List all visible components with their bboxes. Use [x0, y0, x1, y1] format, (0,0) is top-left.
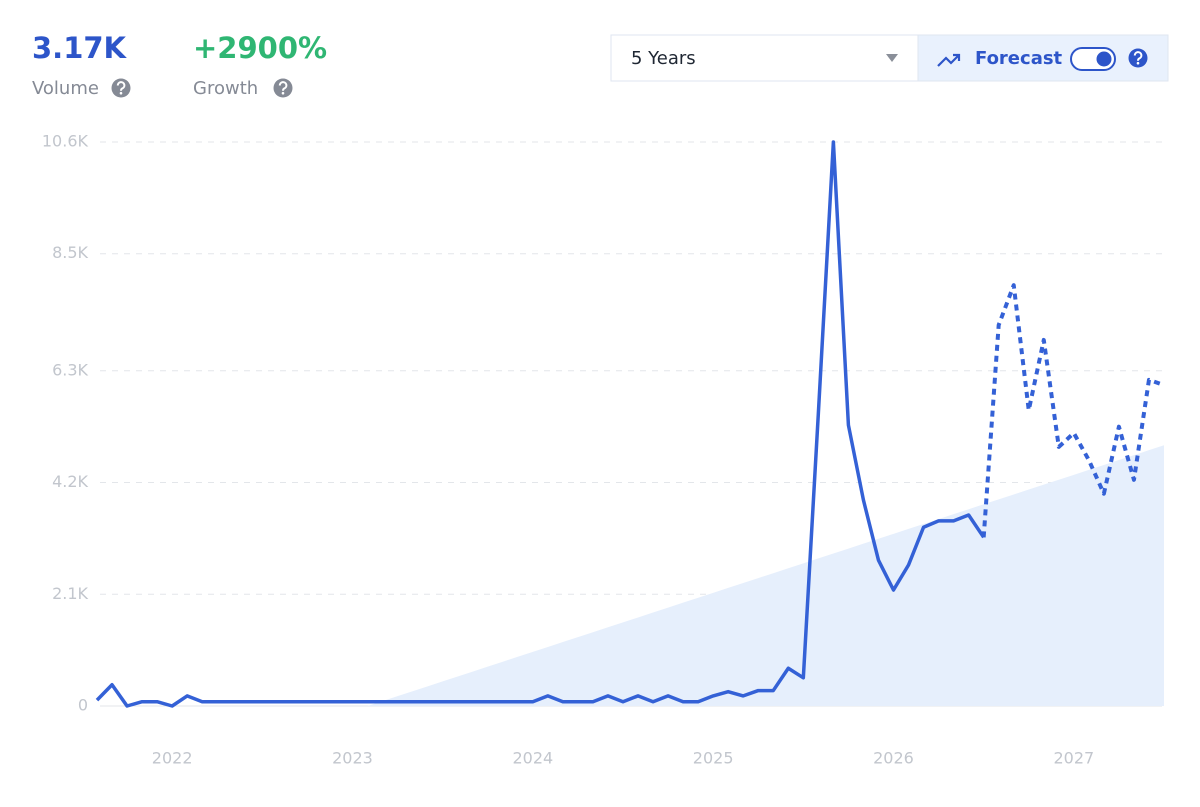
help-icon[interactable] [1128, 48, 1148, 68]
x-tick-label: 2026 [873, 749, 914, 768]
volume-label: Volume [32, 78, 99, 99]
y-tick-label: 4.2K [52, 472, 88, 491]
y-tick-label: 6.3K [52, 360, 88, 379]
y-tick-label: 2.1K [52, 584, 88, 603]
help-icon[interactable] [273, 78, 293, 98]
y-tick-label: 8.5K [52, 243, 88, 262]
trend-area [97, 445, 1164, 706]
x-tick-label: 2027 [1053, 749, 1094, 768]
plot: 0 2.1K 4.2K 6.3K 8.5K 10.6K 2022 2023 2024 2025 20… [42, 132, 1165, 768]
forecast-label: Forecast [975, 48, 1063, 69]
trend-line [95, 140, 986, 708]
range-dropdown[interactable]: 5 Years [610, 34, 919, 82]
growth-value: +2900% [193, 31, 327, 65]
x-tick-label: 2022 [152, 749, 193, 768]
y-tick-label: 10.6K [42, 132, 89, 151]
volume-value: 3.17K [32, 31, 128, 65]
range-label: 5 Years [631, 48, 696, 69]
help-icon[interactable] [111, 78, 131, 98]
forecast-control[interactable]: Forecast [917, 34, 1169, 82]
x-tick-label: 2023 [332, 749, 373, 768]
x-tick-label: 2024 [512, 749, 553, 768]
y-tick-label: 0 [78, 696, 88, 715]
forecast-line [981, 283, 1165, 538]
growth-label: Growth [193, 78, 258, 99]
x-tick-label: 2025 [693, 749, 734, 768]
